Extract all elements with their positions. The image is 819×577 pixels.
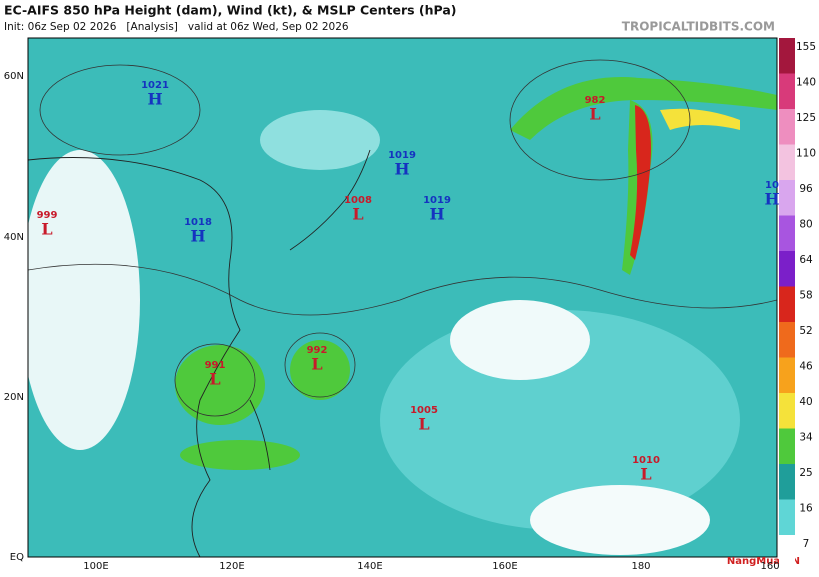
colorbar-label: 110 xyxy=(796,148,816,160)
colorbar-label: 52 xyxy=(799,325,812,337)
center-symbol: L xyxy=(352,205,363,224)
center-symbol: L xyxy=(41,220,52,239)
center-symbol: H xyxy=(394,160,409,179)
colorbar-swatch xyxy=(779,180,795,216)
jet xyxy=(630,105,651,260)
center-pressure: 992 xyxy=(307,345,328,356)
colorbar-swatch xyxy=(779,357,795,393)
shade xyxy=(450,300,590,380)
shade xyxy=(530,485,710,555)
colorbar-label: 155 xyxy=(796,41,816,53)
center-pressure: 1021 xyxy=(141,80,169,91)
jet xyxy=(660,108,740,130)
colorbar-swatch xyxy=(779,38,795,74)
storm xyxy=(290,340,350,400)
center-pressure: 1018 xyxy=(184,217,212,228)
map xyxy=(28,38,777,557)
colorbar-swatch xyxy=(779,73,795,109)
colorbar-label: 125 xyxy=(796,112,816,124)
colorbar-swatch xyxy=(779,464,795,500)
colorbar-label: 140 xyxy=(796,77,816,89)
storm xyxy=(175,345,265,425)
colorbar-swatch xyxy=(779,144,795,180)
lon-label: 160E xyxy=(492,561,517,572)
colorbar-label: 16 xyxy=(799,503,813,515)
jet xyxy=(510,77,777,140)
colorbar-swatch xyxy=(779,393,795,429)
colorbar-swatch xyxy=(779,428,795,464)
colorbar-label: 40 xyxy=(799,396,812,408)
credit: TROPICALTIDBITS.COM xyxy=(622,20,775,34)
contours xyxy=(28,59,777,417)
colorbar-label: 80 xyxy=(799,219,812,231)
colorbar-label: 7 xyxy=(803,538,810,550)
colorbar-label: 46 xyxy=(799,361,813,373)
colorbar-swatch xyxy=(779,109,795,145)
center-pressure: 1019 xyxy=(388,150,416,161)
lon-label: 180 xyxy=(631,561,650,572)
lon-label: 160W xyxy=(761,561,790,572)
colorbar-label: 96 xyxy=(799,183,813,195)
lat-label: 40N xyxy=(4,232,24,243)
center-pressure: 991 xyxy=(205,360,226,371)
colorbar-swatch xyxy=(779,251,795,287)
lat-label: EQ xyxy=(10,552,24,563)
center-symbol: L xyxy=(589,105,600,124)
colorbar-swatch xyxy=(779,499,795,535)
center-pressure: 999 xyxy=(37,210,58,221)
colorbar-label: 58 xyxy=(799,290,812,302)
center-pressure: 1008 xyxy=(344,195,372,206)
subtitle: Init: 06z Sep 02 2026 [Analysis] valid a… xyxy=(4,21,349,33)
shade xyxy=(28,150,140,450)
center-pressure: 10 xyxy=(765,180,779,191)
colorbar-swatch xyxy=(779,535,795,571)
colorbar-label: 34 xyxy=(799,432,813,444)
lon-label: 140E xyxy=(357,561,382,572)
title: EC-AIFS 850 hPa Height (dam), Wind (kt),… xyxy=(4,3,457,18)
lon-label: 100E xyxy=(83,561,108,572)
storm xyxy=(180,440,300,470)
center-symbol: L xyxy=(209,370,220,389)
watermark: NangMua.VN xyxy=(727,556,800,567)
lat-label: 60N xyxy=(4,71,24,82)
coastlines xyxy=(28,149,371,557)
center-symbol: L xyxy=(418,415,429,434)
lon-label: 120E xyxy=(219,561,244,572)
center-symbol: H xyxy=(190,227,205,246)
center-symbol: L xyxy=(311,355,322,374)
center-pressure: 1005 xyxy=(410,405,438,416)
map-frame xyxy=(27,37,778,558)
center-symbol: H xyxy=(429,205,444,224)
shade xyxy=(260,110,380,170)
center-symbol: H xyxy=(147,90,162,109)
center-pressure: 1010 xyxy=(632,455,660,466)
colorbar-swatch xyxy=(779,215,795,251)
center-pressure: 1019 xyxy=(423,195,451,206)
colorbar-swatch xyxy=(779,286,795,322)
colorbar-label: 25 xyxy=(799,467,812,479)
center-symbol: L xyxy=(640,465,651,484)
center-symbol: H xyxy=(764,190,779,209)
center-pressure: 982 xyxy=(585,95,606,106)
lat-label: 20N xyxy=(4,392,24,403)
colorbar-label: 64 xyxy=(799,254,813,266)
colorbar-swatch xyxy=(779,322,795,358)
